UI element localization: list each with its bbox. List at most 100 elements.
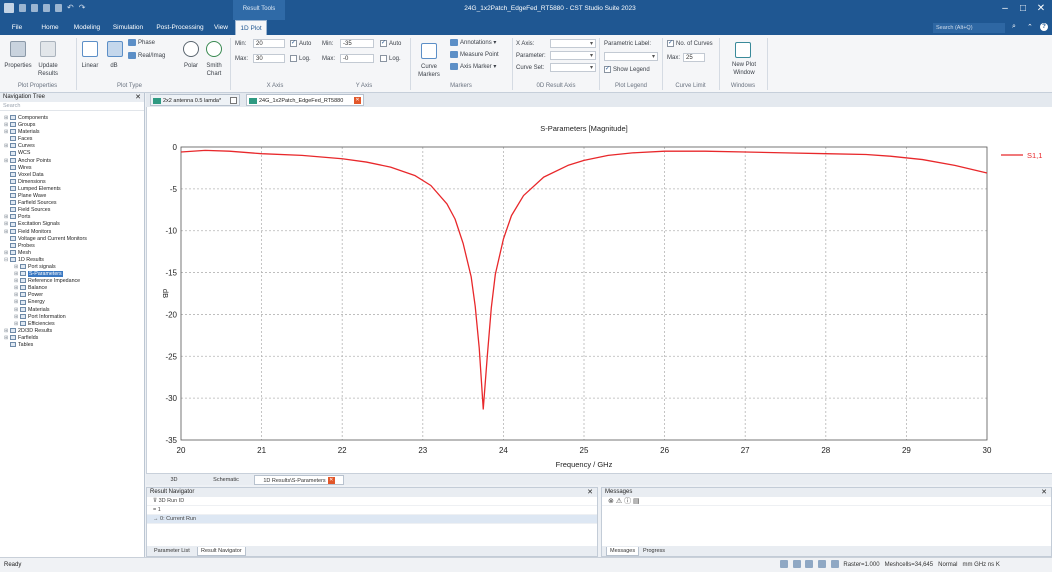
tab-simulation[interactable]: Simulation	[112, 24, 144, 31]
curve-markers-icon[interactable]	[421, 43, 437, 59]
tree-item[interactable]: ⊞ Mesh	[0, 250, 144, 257]
tree-item[interactable]: ⊞ Curves	[0, 143, 144, 150]
x-auto-checkbox[interactable]: ✓ Auto	[290, 40, 311, 48]
help-icon[interactable]: ?	[1040, 23, 1048, 31]
tree-item[interactable]: ⊞ Materials	[0, 129, 144, 136]
close-icon[interactable]: ✕	[1041, 489, 1047, 496]
search-input[interactable]: Search (Alt+Q)	[933, 23, 1005, 33]
tree-item[interactable]: ⊟ 1D Results	[0, 257, 144, 264]
collapse-ribbon-icon[interactable]: ⌃	[1027, 24, 1033, 31]
tree-item[interactable]: ⊞ Materials	[0, 307, 144, 314]
curve-max-field[interactable]: 25	[683, 53, 705, 62]
y-auto-checkbox[interactable]: ✓ Auto	[380, 40, 401, 48]
error-filter-icon[interactable]: ⊗	[608, 498, 614, 505]
y-min-field[interactable]: -35	[340, 39, 374, 48]
expand-toggle-icon[interactable]: ⊞	[14, 299, 19, 306]
phase-button[interactable]: Phase	[128, 39, 155, 47]
redo-icon[interactable]: ↷	[78, 3, 86, 12]
tree-item[interactable]: ⊞ 2D/3D Results	[0, 328, 144, 335]
undo-icon[interactable]: ↶	[67, 3, 74, 12]
curve-set-dropdown[interactable]: ▾	[550, 63, 596, 72]
measure-point-button[interactable]: Measure Point	[450, 51, 499, 59]
grid-icon[interactable]	[792, 560, 801, 569]
y-log-checkbox[interactable]: Log.	[380, 55, 401, 63]
tree-item[interactable]: ⊞ Port signals	[0, 264, 144, 271]
info-filter-icon[interactable]: ⓘ	[624, 498, 632, 505]
close-icon[interactable]: ✕	[327, 477, 335, 485]
expand-toggle-icon[interactable]: ⊞	[4, 122, 9, 129]
result-x-axis-dropdown[interactable]: ▾	[550, 39, 596, 48]
x-log-checkbox[interactable]: Log.	[290, 55, 311, 63]
no-of-curves-checkbox[interactable]: ✓ No. of Curves	[667, 40, 713, 48]
expand-toggle-icon[interactable]: ⊞	[14, 313, 19, 320]
smith-chart-button[interactable]: Smith Chart	[206, 63, 222, 77]
view-tab-schematic[interactable]: Schematic	[213, 477, 239, 483]
expand-toggle-icon[interactable]: ⊞	[14, 292, 19, 299]
tree-item[interactable]: WCS	[0, 150, 144, 157]
search-icon[interactable]	[818, 560, 827, 569]
properties-icon[interactable]	[10, 41, 26, 57]
new-plot-window-icon[interactable]	[735, 42, 751, 58]
parameter-dropdown[interactable]: ▾	[550, 51, 596, 60]
tree-item[interactable]: ⊞ Port Information	[0, 314, 144, 321]
tab-options-icon[interactable]	[230, 97, 237, 104]
tree-item[interactable]: ⊞ Excitation Signals	[0, 221, 144, 228]
tree-item[interactable]: ⊞ S-Parameters	[0, 271, 144, 278]
tab-file[interactable]: File	[11, 24, 23, 31]
tree-search-input[interactable]: Search	[0, 102, 144, 111]
tree-item[interactable]: Lumped Elements	[0, 186, 144, 193]
plot-area[interactable]: S-Parameters [Magnitude] 20 21 22 23 24 25 26 27…	[146, 107, 1052, 473]
tree-item[interactable]: Faces	[0, 136, 144, 143]
close-button[interactable]: ✕	[1036, 3, 1046, 14]
update-results-icon[interactable]	[40, 41, 56, 57]
tree-item[interactable]: ⊞ Ports	[0, 214, 144, 221]
expand-toggle-icon[interactable]: ⊞	[14, 271, 19, 278]
tree-item[interactable]: ⊞ Reference Impedance	[0, 278, 144, 285]
filter-icon[interactable]: ⊽	[153, 498, 159, 504]
close-icon[interactable]: ✕	[135, 94, 141, 101]
expand-toggle-icon[interactable]: ⊞	[14, 278, 19, 285]
expand-toggle-icon[interactable]: ⊞	[4, 228, 9, 235]
axis-marker-button[interactable]: Axis Marker ▾	[450, 63, 496, 71]
minimize-button[interactable]: –	[1002, 3, 1008, 14]
tab-view[interactable]: View	[214, 24, 228, 31]
expand-toggle-icon[interactable]: ⊞	[14, 263, 19, 270]
tree-item[interactable]: Tables	[0, 342, 144, 349]
tree-item[interactable]: Wires	[0, 165, 144, 172]
tree-item[interactable]: Dimensions	[0, 179, 144, 186]
new-icon[interactable]	[31, 4, 38, 12]
show-legend-checkbox[interactable]: ✓ Show Legend	[604, 66, 650, 74]
tree-item[interactable]: Field Sources	[0, 207, 144, 214]
expand-toggle-icon[interactable]: ⊞	[4, 327, 9, 334]
tab-parameter-list[interactable]: Parameter List	[154, 548, 190, 554]
tree-item[interactable]: ⊞ Balance	[0, 285, 144, 292]
expand-toggle-icon[interactable]: ⊞	[4, 157, 9, 164]
tab-messages[interactable]: Messages	[606, 547, 640, 556]
raster-icon[interactable]	[830, 560, 839, 569]
close-icon[interactable]: ✕	[587, 489, 593, 496]
tree-item[interactable]: Probes	[0, 243, 144, 250]
tree-item[interactable]: ⊞ Components	[0, 115, 144, 122]
properties-button[interactable]: Properties	[4, 63, 32, 69]
update-results-button[interactable]: Update Results	[37, 63, 58, 77]
smith-chart-icon[interactable]	[206, 41, 222, 57]
x-max-field[interactable]: 30	[253, 54, 285, 63]
expand-toggle-icon[interactable]: ⊞	[14, 285, 19, 292]
tree-item[interactable]: ⊞ Field Monitors	[0, 229, 144, 236]
tree-item[interactable]: ⊞ Power	[0, 292, 144, 299]
expand-toggle-icon[interactable]: ⊞	[14, 306, 19, 313]
tree-item[interactable]: ⊞ Energy	[0, 299, 144, 306]
db-button[interactable]: dB	[110, 63, 118, 69]
db-icon[interactable]	[107, 41, 123, 57]
expand-toggle-icon[interactable]: ⊞	[4, 249, 9, 256]
doc-tab-24g-patch[interactable]: 24G_1x2Patch_EdgeFed_RT5880 ✕	[246, 94, 364, 106]
tree-item[interactable]: ⊞ Farfields	[0, 335, 144, 342]
parametric-label-dropdown[interactable]: ▾	[604, 52, 658, 61]
tree-item[interactable]: Farfield Sources	[0, 200, 144, 207]
tab-modeling[interactable]: Modeling	[73, 24, 101, 31]
save-icon[interactable]	[19, 4, 26, 12]
tab-progress[interactable]: Progress	[643, 548, 666, 554]
expand-toggle-icon[interactable]: ⊞	[4, 143, 9, 150]
view-tab-1d-results[interactable]: 1D Results\S-Parameters ✕	[254, 475, 344, 485]
open-icon[interactable]	[43, 4, 50, 12]
